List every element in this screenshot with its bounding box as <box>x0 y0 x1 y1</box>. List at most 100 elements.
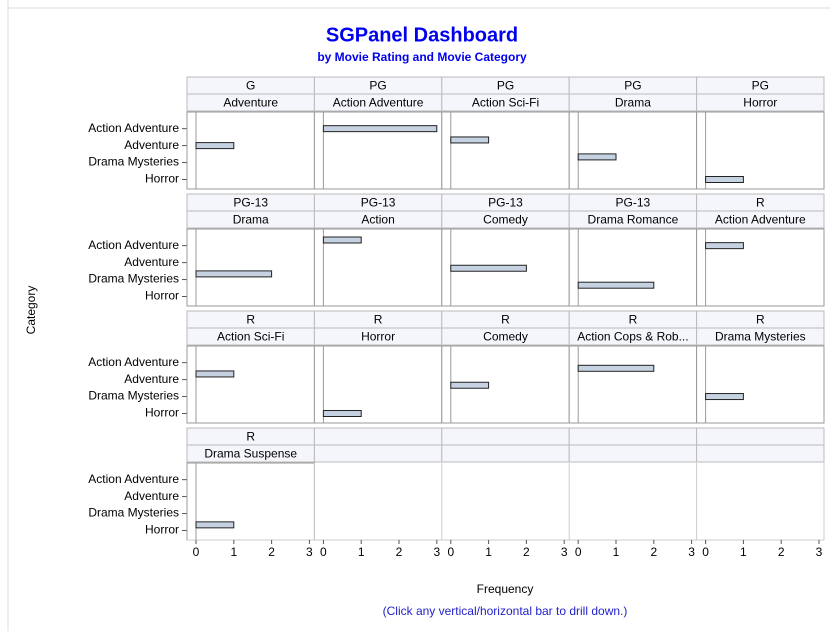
y-tick-label: Adventure <box>124 255 179 269</box>
panel-plot <box>186 462 315 541</box>
panel-plot <box>441 111 570 190</box>
x-tick-label: 0 <box>320 545 327 559</box>
panel-category: Drama <box>233 213 269 227</box>
bar[interactable] <box>450 381 490 389</box>
x-tick-label: 2 <box>268 545 275 559</box>
panel-header <box>696 93 825 112</box>
panel-rating: PG-13 <box>233 196 268 210</box>
chart-title: SGPanel Dashboard <box>326 24 518 46</box>
panel-header <box>441 427 570 446</box>
x-tick-label: 2 <box>650 545 657 559</box>
y-tick-label: Drama Mysteries <box>88 389 179 403</box>
panel-category: Action Adventure <box>715 213 806 227</box>
panel-category: Comedy <box>483 330 528 344</box>
panel-header <box>568 444 698 463</box>
panel-category: Action <box>361 213 394 227</box>
panel-header <box>696 327 825 346</box>
bar[interactable] <box>322 410 362 417</box>
panel-plot <box>568 111 698 190</box>
chart-subtitle: by Movie Rating and Movie Category <box>317 50 527 64</box>
y-tick-label: Adventure <box>124 489 179 503</box>
panel-rating: R <box>374 313 383 327</box>
bar[interactable] <box>705 393 744 401</box>
x-tick-label: 2 <box>778 545 785 559</box>
footnote: (Click any vertical/horizontal bar to dr… <box>383 604 628 618</box>
panel-category: Horror <box>361 330 395 344</box>
y-tick-label: Horror <box>145 523 179 537</box>
x-tick-label: 1 <box>230 545 237 559</box>
bar[interactable] <box>195 270 273 278</box>
bar[interactable] <box>322 236 362 244</box>
y-tick-label: Drama Mysteries <box>88 155 179 169</box>
x-tick-label: 1 <box>740 545 747 559</box>
panel-plot <box>696 228 825 307</box>
panel-header <box>696 210 825 229</box>
panel-rating: PG <box>497 79 514 93</box>
x-tick-label: 1 <box>485 545 492 559</box>
panel-category: Drama <box>615 96 651 110</box>
y-tick-label: Horror <box>145 406 179 420</box>
panel-header <box>313 427 443 446</box>
panel-rating: R <box>629 313 638 327</box>
panel-rating: PG-13 <box>488 196 523 210</box>
panel-category: Horror <box>743 96 777 110</box>
bar[interactable] <box>195 521 235 529</box>
panel-rating: PG <box>369 79 386 93</box>
panel-category: Drama Romance <box>588 213 679 227</box>
panel-plot <box>313 111 443 190</box>
x-tick-label: 3 <box>433 545 440 559</box>
panel-category: Action Adventure <box>333 96 424 110</box>
y-tick-label: Action Adventure <box>88 355 179 369</box>
panel-category: Action Cops & Rob... <box>577 330 688 344</box>
y-tick-label: Action Adventure <box>88 472 179 486</box>
x-tick-label: 0 <box>193 545 200 559</box>
panel-plot <box>568 345 698 424</box>
panel-category: Action Sci-Fi <box>217 330 284 344</box>
panel-rating: R <box>246 430 255 444</box>
bar[interactable] <box>322 125 438 133</box>
panel-rating: R <box>246 313 255 327</box>
y-tick-label: Action Adventure <box>88 238 179 252</box>
x-tick-label: 2 <box>523 545 530 559</box>
bar[interactable] <box>195 370 235 378</box>
bar[interactable] <box>577 153 617 161</box>
y-axis-label: Category <box>24 286 38 335</box>
bar[interactable] <box>195 142 235 150</box>
x-tick-label: 0 <box>447 545 454 559</box>
x-tick-label: 1 <box>613 545 620 559</box>
panel-rating: G <box>246 79 255 93</box>
panel-rating: R <box>501 313 510 327</box>
x-axis-label: Frequency <box>477 582 534 596</box>
bar[interactable] <box>577 364 655 372</box>
panel-rating: PG-13 <box>361 196 396 210</box>
y-tick-label: Drama Mysteries <box>88 506 179 520</box>
x-tick-label: 3 <box>561 545 568 559</box>
y-tick-label: Adventure <box>124 372 179 386</box>
panel-category: Comedy <box>483 213 528 227</box>
panel-header <box>696 444 825 463</box>
panel-category: Adventure <box>223 96 278 110</box>
x-tick-label: 3 <box>816 545 823 559</box>
bar[interactable] <box>577 281 655 289</box>
panel-header <box>313 444 443 463</box>
panel-plot <box>568 228 698 307</box>
panel-header <box>696 427 825 446</box>
panel-rating: PG <box>752 79 769 93</box>
y-tick-label: Action Adventure <box>88 121 179 135</box>
panel-rating: R <box>756 196 765 210</box>
panel-rating: R <box>756 313 765 327</box>
bar[interactable] <box>450 136 490 144</box>
panel-category: Drama Suspense <box>204 447 297 461</box>
panel-header <box>441 444 570 463</box>
x-tick-label: 3 <box>688 545 695 559</box>
panel-plot <box>186 228 315 307</box>
x-tick-label: 0 <box>702 545 709 559</box>
bar[interactable] <box>705 242 744 250</box>
panel-rating: PG-13 <box>616 196 651 210</box>
panel-rating: PG <box>624 79 641 93</box>
bar[interactable] <box>705 176 744 183</box>
panel-category: Drama Mysteries <box>715 330 806 344</box>
bar[interactable] <box>450 264 527 272</box>
y-tick-label: Horror <box>145 172 179 186</box>
